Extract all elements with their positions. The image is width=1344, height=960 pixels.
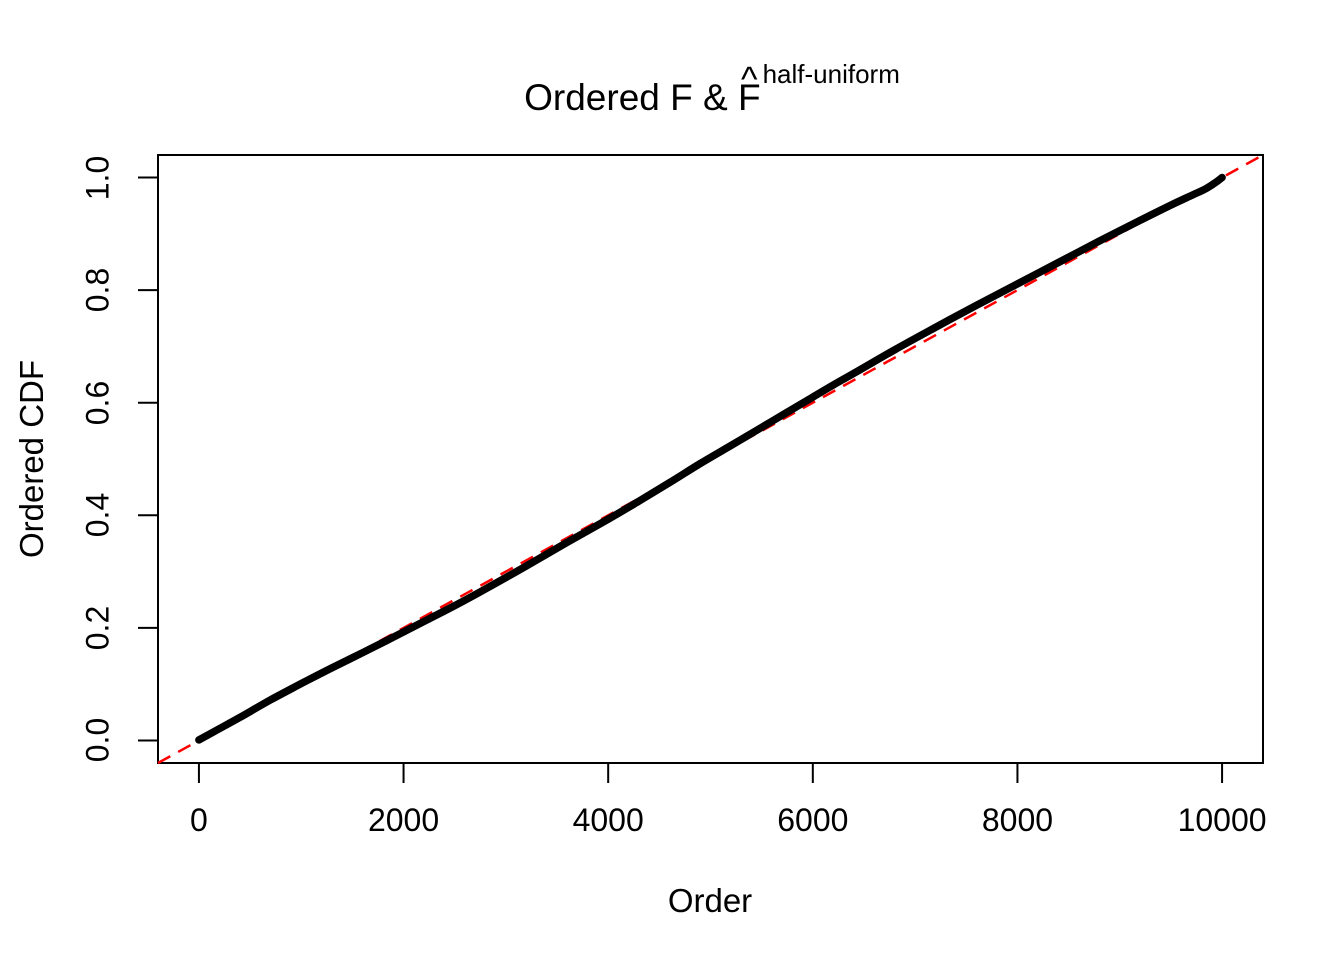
x-tick-label: 0 — [190, 802, 208, 838]
y-tick-label: 0.0 — [79, 718, 116, 763]
plot-box — [157, 154, 1264, 764]
chart-title-superscript: half-uniform — [762, 59, 900, 89]
chart-title: Ordered F & ^ Fhalf-uniform — [524, 60, 900, 119]
x-tick-label: 6000 — [777, 802, 849, 838]
chart-title-prefix: Ordered F & — [524, 77, 738, 118]
x-tick-label: 4000 — [572, 802, 644, 838]
y-tick-label: 0.4 — [79, 493, 116, 538]
f-hat-symbol: ^ F — [737, 60, 761, 119]
y-tick-label: 0.6 — [79, 380, 116, 425]
x-tick-label: 2000 — [367, 802, 440, 838]
x-axis-title: Order — [667, 882, 753, 919]
x-tick-label: 8000 — [981, 802, 1054, 838]
y-tick-label: 0.8 — [79, 267, 116, 313]
f-letter: F — [737, 77, 761, 118]
y-axis-title: Ordered CDF — [13, 359, 50, 559]
ordered-empirical-cdf — [195, 173, 1226, 744]
y-tick-label: 0.2 — [79, 605, 116, 651]
x-tick-label: 10000 — [1177, 802, 1267, 838]
y-tick-label: 1.0 — [79, 155, 116, 200]
hat-accent: ^ — [741, 60, 758, 100]
